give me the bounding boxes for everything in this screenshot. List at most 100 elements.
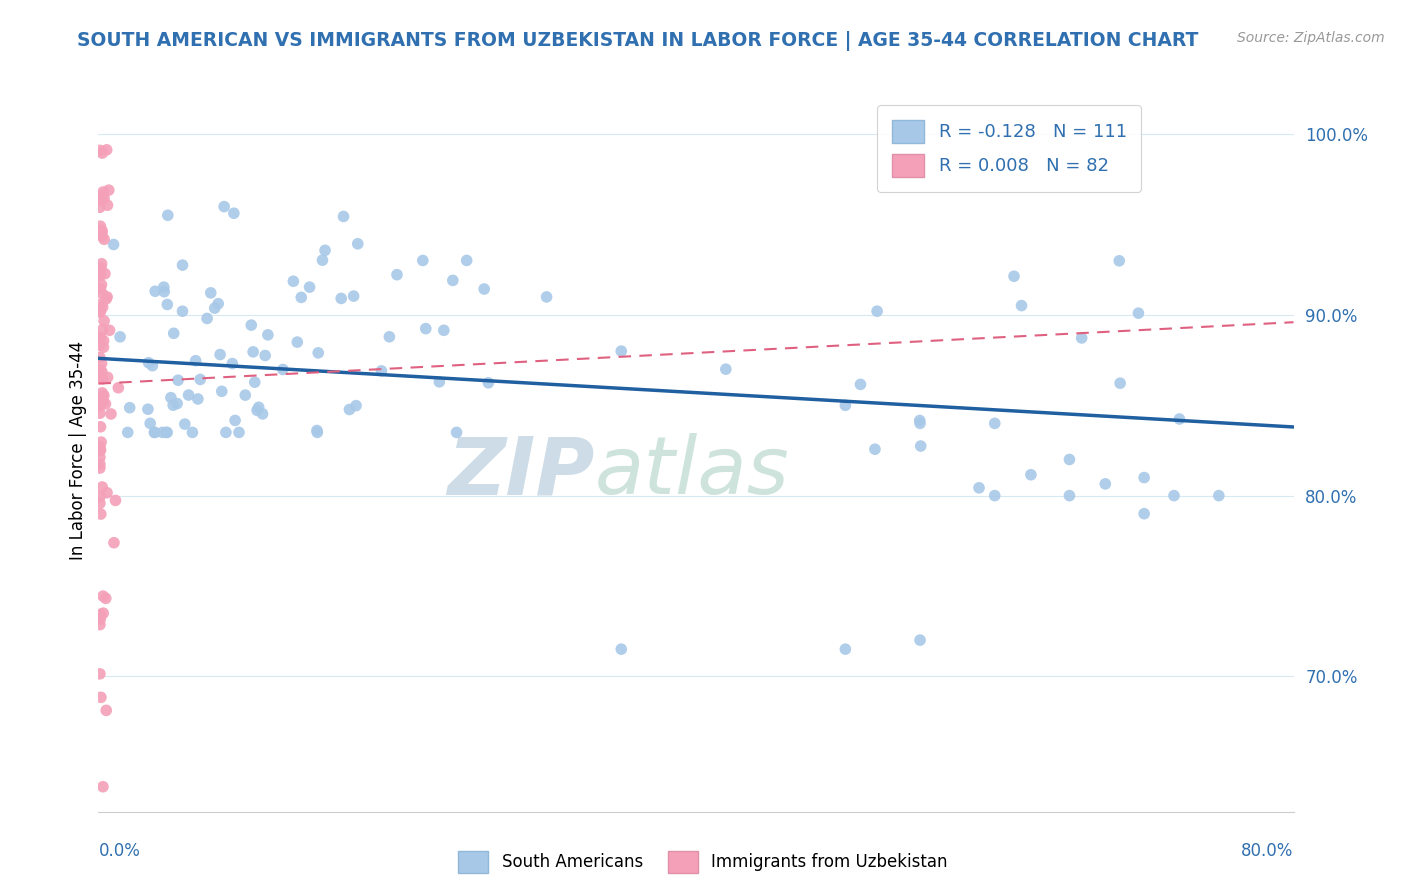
Point (118, 401, 141, 415)
Point (94, 267, 117, 281)
Point (89, 351, 111, 365)
Point (162, 398, 184, 412)
Point (200, 285, 222, 300)
Point (90, 419, 112, 434)
Point (96, 143, 118, 157)
Point (1108, 253, 1130, 268)
Point (207, 296, 229, 310)
Text: 80.0%: 80.0% (1241, 842, 1294, 860)
Point (346, 236, 368, 251)
Point (166, 396, 188, 410)
Point (167, 373, 190, 387)
Point (415, 321, 437, 335)
Point (285, 335, 308, 350)
Point (141, 359, 163, 373)
Point (93, 314, 115, 328)
Point (863, 442, 886, 457)
Point (90, 507, 112, 521)
Point (209, 347, 232, 361)
Point (97, 183, 120, 197)
Point (91, 229, 114, 244)
Point (91, 389, 114, 403)
Point (89, 496, 111, 510)
Point (160, 391, 183, 405)
Point (834, 398, 856, 412)
Point (89, 399, 111, 413)
Point (91, 589, 114, 603)
Point (1019, 467, 1042, 482)
Point (89, 617, 111, 632)
Point (91, 780, 114, 794)
Point (90, 443, 112, 458)
Point (89, 338, 111, 352)
Point (1011, 299, 1033, 313)
Point (456, 253, 478, 268)
Point (433, 323, 456, 337)
Legend: R = -0.128   N = 111, R = 0.008   N = 82: R = -0.128 N = 111, R = 0.008 N = 82 (877, 105, 1142, 192)
Point (385, 268, 408, 282)
Point (187, 392, 209, 406)
Point (89, 219, 111, 234)
Point (90, 260, 112, 275)
Point (104, 493, 127, 508)
Point (91, 146, 114, 161)
Point (477, 376, 499, 390)
Point (93, 388, 115, 402)
Point (91, 606, 114, 620)
Text: ZIP: ZIP (447, 434, 595, 511)
Point (1133, 470, 1156, 484)
Point (117, 425, 139, 440)
Point (536, 290, 558, 304)
Point (427, 375, 450, 389)
Point (89, 331, 111, 345)
Point (89, 304, 111, 318)
Point (89, 461, 111, 475)
Point (94, 397, 117, 411)
Point (90, 363, 112, 377)
Point (91, 385, 114, 400)
Point (91, 394, 114, 409)
Point (96, 485, 118, 500)
Point (370, 364, 392, 378)
Point (90, 356, 112, 370)
Point (90, 257, 112, 271)
Point (1128, 306, 1150, 320)
Point (908, 417, 931, 431)
Point (188, 372, 211, 386)
Point (90, 370, 112, 384)
Point (89, 363, 111, 377)
Point (96, 703, 118, 717)
Point (89, 612, 111, 626)
Point (89, 666, 111, 681)
Point (97, 370, 120, 384)
Point (1059, 452, 1081, 467)
Point (155, 425, 177, 440)
Point (472, 282, 495, 296)
Point (224, 413, 246, 427)
Point (91, 185, 114, 199)
Point (242, 344, 264, 359)
Point (908, 633, 931, 648)
Point (332, 210, 354, 224)
Legend: South Americans, Immigrants from Uzbekistan: South Americans, Immigrants from Uzbekis… (451, 845, 955, 880)
Point (90, 435, 112, 450)
Point (90, 607, 112, 622)
Point (378, 330, 401, 344)
Point (446, 425, 468, 440)
Point (254, 349, 277, 363)
Point (866, 304, 889, 318)
Point (344, 399, 367, 413)
Point (90, 395, 112, 409)
Point (90, 223, 112, 237)
Point (215, 425, 238, 440)
Point (89, 450, 111, 465)
Point (89, 268, 111, 283)
Point (330, 292, 353, 306)
Point (240, 318, 263, 332)
Point (222, 206, 245, 220)
Point (204, 301, 226, 315)
Point (984, 417, 1007, 431)
Point (91, 480, 114, 494)
Point (93, 340, 115, 354)
Point (1168, 412, 1191, 426)
